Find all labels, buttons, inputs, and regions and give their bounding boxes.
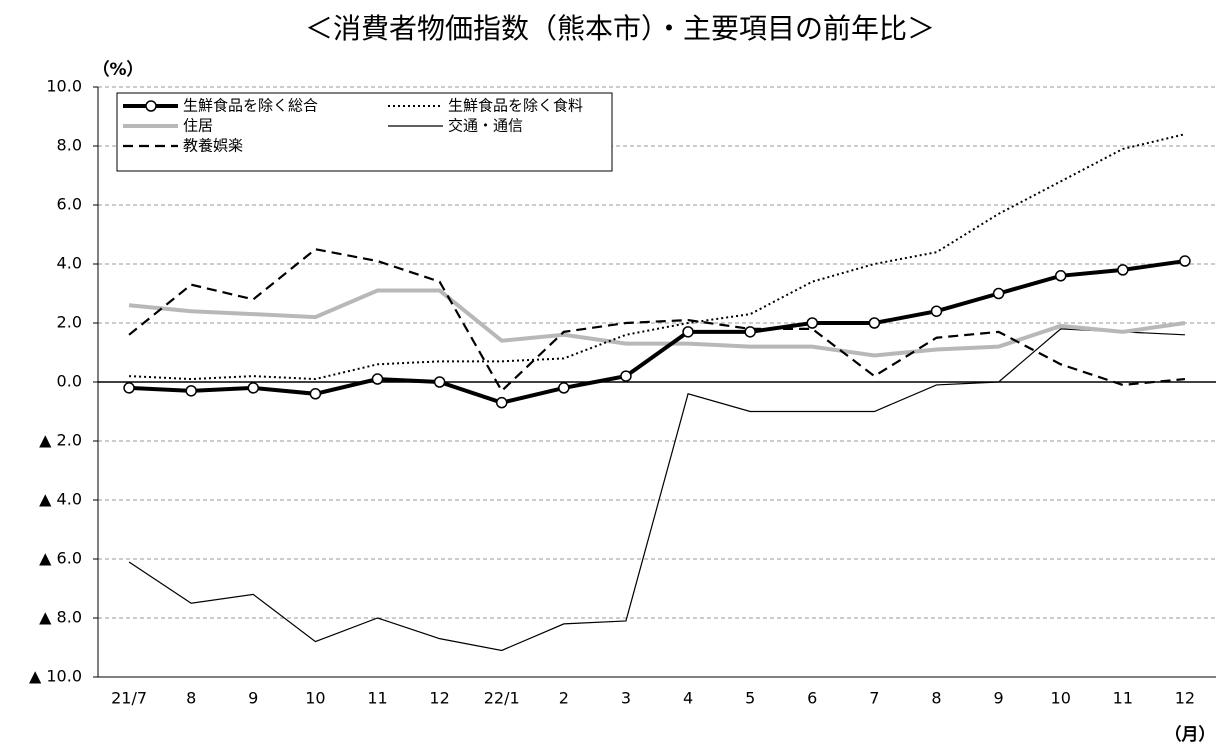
x-tick-label: 3 [621, 689, 631, 708]
x-tick-label: 8 [186, 689, 196, 708]
x-tick-label: 21/7 [111, 689, 147, 708]
x-tick-label: 5 [745, 689, 755, 708]
point-marker [123, 382, 135, 394]
legend-label: 住居 [183, 117, 213, 135]
x-axis-label: （月） [1165, 724, 1216, 745]
legend-box [116, 92, 613, 172]
point-marker [495, 396, 508, 409]
y-tick-label: 0.0 [57, 372, 82, 391]
x-tick-label: 2 [559, 689, 569, 708]
legend-marker [145, 100, 157, 112]
chart-title: ＜消費者物価指数（熊本市）・主要項目の前年比＞ [305, 12, 935, 45]
point-marker [185, 385, 197, 397]
y-tick-label: 8.0 [57, 136, 82, 155]
point-marker [868, 317, 881, 329]
y-tick-label: 2.0 [57, 313, 82, 332]
series-line [128, 248, 1186, 393]
x-tick-label: 9 [248, 689, 258, 708]
x-tick-label: 9 [994, 689, 1004, 708]
point-marker [309, 388, 322, 400]
point-marker [806, 317, 819, 329]
point-marker [1179, 255, 1191, 267]
x-tick-label: 7 [869, 689, 879, 708]
x-tick-label: 11 [1113, 689, 1133, 708]
point-marker [433, 376, 446, 388]
point-marker [744, 326, 756, 338]
point-marker [682, 326, 694, 338]
point-marker [371, 373, 384, 385]
series-line [128, 288, 1186, 358]
y-tick-label: ▲ 6.0 [39, 549, 82, 568]
x-tick-label: 22/1 [484, 689, 520, 708]
x-tick-label: 4 [683, 689, 693, 708]
y-tick-label: 4.0 [57, 254, 82, 273]
x-tick-label: 12 [1175, 689, 1195, 708]
point-marker [620, 370, 632, 382]
x-tick-label: 10 [305, 689, 325, 708]
series-line [128, 328, 1185, 652]
point-marker [992, 287, 1005, 300]
legend-label: 教養娯楽 [183, 137, 243, 155]
legend-label: 交通・通信 [448, 117, 523, 135]
y-axis-label: （%） [92, 59, 143, 80]
y-tick-label: ▲ 8.0 [39, 608, 82, 627]
x-tick-label: 8 [931, 689, 941, 708]
legend-label: 生鮮食品を除く食料 [448, 97, 583, 115]
y-tick-label: ▲ 2.0 [39, 431, 82, 450]
point-marker [930, 305, 943, 317]
series-line [128, 259, 1186, 405]
point-marker [247, 382, 260, 394]
y-tick-label: 10.0 [46, 77, 82, 96]
y-tick-label: ▲ 10.0 [29, 667, 82, 686]
point-marker [1054, 270, 1067, 282]
legend-label: 生鮮食品を除く総合 [183, 97, 318, 115]
point-marker [558, 382, 570, 394]
x-tick-label: 6 [807, 689, 817, 708]
point-marker [1117, 264, 1129, 276]
y-tick-label: 6.0 [57, 195, 82, 214]
x-tick-label: 10 [1051, 689, 1071, 708]
y-tick-label: ▲ 4.0 [39, 490, 82, 509]
x-tick-label: 12 [429, 689, 449, 708]
x-tick-label: 11 [367, 689, 387, 708]
series-line [129, 133, 1186, 381]
